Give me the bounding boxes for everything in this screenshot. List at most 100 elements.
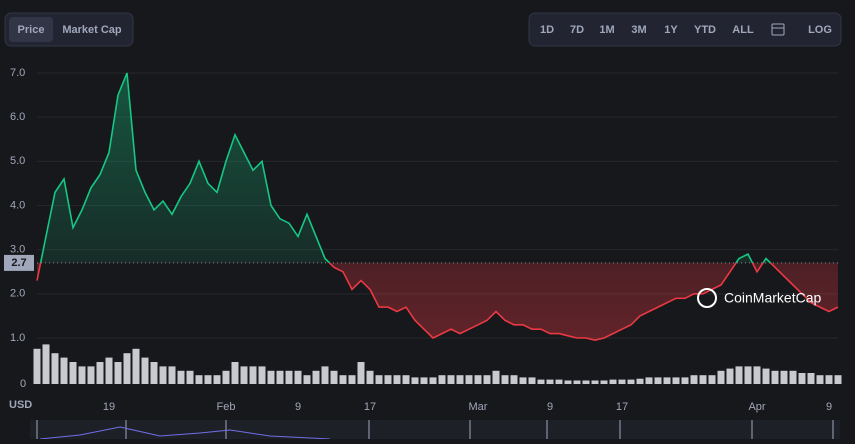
watermark: CoinMarketCap [724, 290, 821, 306]
axis-label: USD [9, 399, 32, 411]
volume-bar [177, 370, 185, 384]
volume-bar [789, 370, 797, 384]
volume-bar [258, 366, 266, 384]
volume-bar [51, 353, 59, 384]
range-button[interactable]: 1M [599, 24, 614, 36]
x-tick-label: 9 [295, 401, 301, 413]
volume-bar [303, 375, 311, 384]
volume-bar [798, 373, 806, 384]
volume-bar [483, 375, 491, 384]
x-tick-label: Apr [748, 401, 765, 413]
volume-bar [60, 357, 68, 384]
range-button[interactable]: YTD [694, 24, 716, 36]
volume-bar [384, 375, 392, 384]
volume-bar [690, 375, 698, 384]
volume-bar [69, 362, 77, 384]
volume-bar [276, 370, 284, 384]
volume-bar [492, 370, 500, 384]
metric-button[interactable]: Market Cap [62, 24, 122, 36]
volume-bar [474, 375, 482, 384]
volume-bar [231, 362, 239, 384]
volume-bar [96, 362, 104, 384]
volume-bar [393, 375, 401, 384]
scale-button[interactable]: LOG [808, 24, 832, 36]
x-tick-label: 19 [103, 401, 115, 413]
volume-bar [249, 366, 257, 384]
volume-bar [168, 366, 176, 384]
volume-bar [366, 370, 374, 384]
volume-bar [321, 366, 329, 384]
x-tick-label: Mar [469, 401, 488, 413]
volume-bar [825, 375, 833, 384]
volume-bar [267, 370, 275, 384]
volume-bar [348, 375, 356, 384]
volume-bar [438, 375, 446, 384]
navigator [30, 420, 840, 439]
y-tick-label: 1.0 [10, 332, 25, 344]
volume-bar [510, 375, 518, 384]
volume-bar [285, 370, 293, 384]
volume-bar [627, 379, 635, 384]
volume-bar [339, 375, 347, 384]
volume-bar [663, 377, 671, 384]
calendar-icon[interactable] [771, 23, 785, 36]
y2-tick-label: 0 [20, 378, 26, 390]
volume-bar [816, 375, 824, 384]
volume-bar [294, 370, 302, 384]
volume-bar [645, 377, 653, 384]
volume-bar [726, 368, 734, 384]
area-up [40, 73, 771, 263]
volume-bar [195, 375, 203, 384]
volume-bar [402, 375, 410, 384]
volume-bar [528, 377, 536, 384]
baseline-tag [4, 254, 34, 271]
active-metric [9, 17, 53, 42]
range-button[interactable]: 1D [540, 24, 554, 36]
volume-bar [735, 366, 743, 384]
volume-bar [582, 380, 590, 384]
volume-bar [600, 380, 608, 384]
volume-bar [420, 377, 428, 384]
volume-bar [501, 375, 509, 384]
x-tick-label: Feb [217, 401, 236, 413]
metric-button[interactable]: Price [18, 24, 45, 36]
volume-bar [33, 348, 41, 384]
volume-bar [312, 370, 320, 384]
range-button[interactable]: 1Y [664, 24, 678, 36]
volume-bar [672, 377, 680, 384]
volume-bar [213, 375, 221, 384]
volume-bar [429, 377, 437, 384]
x-tick-label: 9 [547, 401, 553, 413]
volume-bar [807, 373, 815, 384]
navigator-line [39, 426, 331, 440]
volume-bar [222, 370, 230, 384]
volume-bar [780, 370, 788, 384]
volume-bar [159, 366, 167, 384]
volume-bar [699, 375, 707, 384]
range-button[interactable]: 3M [631, 24, 646, 36]
volume-bar [609, 379, 617, 384]
volume-bar [123, 353, 131, 384]
volume-bar [447, 375, 455, 384]
volume-bar [618, 379, 626, 384]
volume-bar [465, 375, 473, 384]
volume-bar [150, 362, 158, 384]
y-tick-label: 7.0 [10, 67, 25, 79]
volume-bar [654, 377, 662, 384]
volume-bar [456, 375, 464, 384]
range-button[interactable]: 7D [570, 24, 584, 36]
watermark-logo [697, 288, 717, 308]
volume-bar [753, 366, 761, 384]
volume-bar [717, 370, 725, 384]
volume-bar [132, 348, 140, 384]
volume-bar [114, 362, 122, 384]
y-tick-label: 3.0 [10, 244, 25, 256]
range-button[interactable]: ALL [732, 24, 754, 36]
volume-bar [204, 375, 212, 384]
volume-bar [330, 370, 338, 384]
price-line-down [36, 262, 839, 342]
volume-bar [771, 370, 779, 384]
volume-bar [357, 362, 365, 384]
volume-bar [834, 375, 842, 384]
